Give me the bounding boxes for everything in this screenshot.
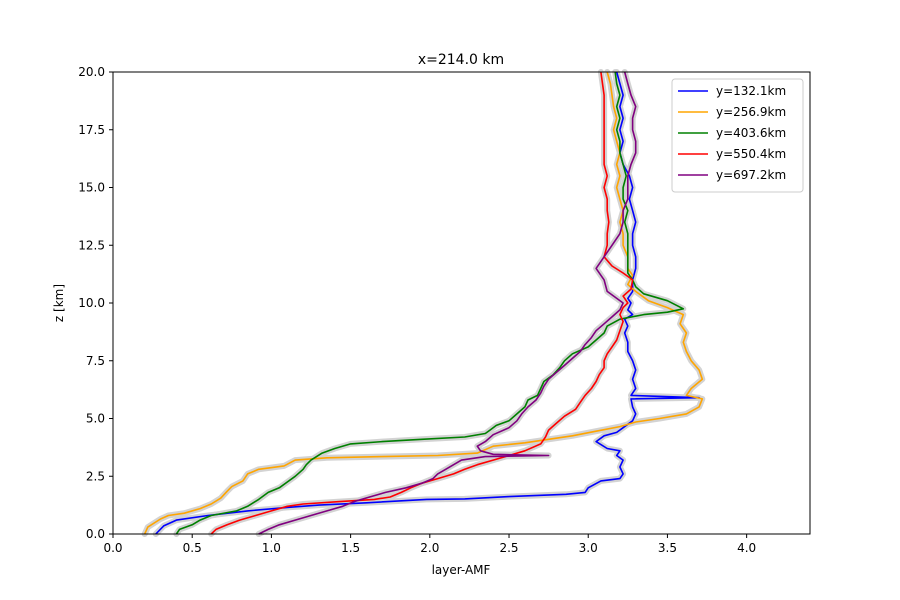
y-tick-label: 17.5 [78,123,105,137]
y-tick-label: 7.5 [86,354,105,368]
x-tick-label: 0.5 [183,541,202,555]
legend-label: y=403.6km [716,126,786,140]
x-tick-label: 0.0 [103,541,122,555]
y-tick-label: 20.0 [78,65,105,79]
series-lines [143,71,704,535]
legend-box [671,78,804,193]
x-tick-label: 1.0 [262,541,281,555]
y-tick-label: 5.0 [86,412,105,426]
chart-title: x=214.0 km [418,52,504,68]
x-tick-label: 1.5 [341,541,360,555]
series-line-3 [210,71,634,535]
series-line-1 [143,71,704,535]
y-tick-label: 0.0 [86,527,105,541]
series-line-4 [258,71,637,535]
series-line-2 [175,71,685,535]
y-axis-ticks: 0.0 2.5 5.0 7.5 10.0 12.5 15.0 17.5 20.0 [78,65,113,541]
legend-label: y=697.2km [716,168,786,182]
legend-label: y=132.1km [716,84,786,98]
y-tick-label: 15.0 [78,181,105,195]
x-tick-label: 2.5 [499,541,518,555]
y-tick-label: 2.5 [86,469,105,483]
x-tick-label: 3.5 [658,541,677,555]
legend-label: y=256.9km [716,105,786,119]
y-tick-label: 10.0 [78,296,105,310]
x-tick-label: 2.0 [420,541,439,555]
x-tick-label: 3.0 [579,541,598,555]
x-axis-label: layer-AMF [432,563,491,577]
legend-label: y=550.4km [716,147,786,161]
x-axis-ticks: 0.0 0.5 1.0 1.5 2.0 2.5 3.0 3.5 4.0 [103,534,756,555]
y-tick-label: 12.5 [78,238,105,252]
legend: y=132.1km y=256.9km y=403.6km y=550.4km y=69… [671,78,804,193]
series-line-0 [155,71,700,535]
y-axis-label: z [km] [52,284,66,322]
x-tick-label: 4.0 [737,541,756,555]
